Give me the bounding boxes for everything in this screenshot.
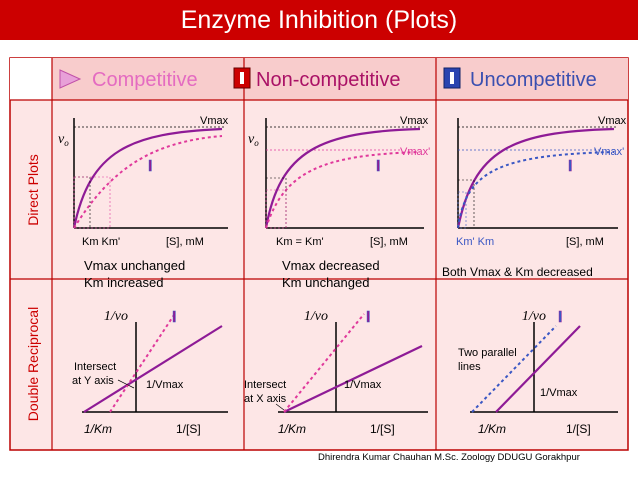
inhibitor-symbol: I [172,309,176,326]
note-competitive: Intersect [74,361,116,373]
recip-km-label: 1/Km [478,422,506,436]
recip-km-label: 1/Km [278,422,306,436]
svg-text:at X axis: at X axis [244,393,287,405]
km-label: Km' Km [456,236,494,248]
credit-line: Dhirendra Kumar Chauhan M.Sc. Zoology DD… [318,452,580,463]
summary-noncompetitive-line1: Vmax decreased [282,258,380,273]
header-competitive-label: Competitive [92,69,198,91]
header-row [52,58,628,100]
recip-vmax-label: 1/Vmax [344,379,382,391]
inhibited-curve [73,135,223,229]
uninhibited-line [283,345,423,413]
table-frame [9,57,629,451]
inhibition-table: Direct Plots Double Reciprocal Competiti… [9,57,629,451]
direct-plot-competitive: vo Vmax I Km Km' [S], mM [58,115,229,248]
vmax-label: Vmax [200,115,229,127]
note-noncompetitive: Intersect [244,379,286,391]
header-noncompetitive: Non-competitive [233,67,401,91]
inhibited-line [471,325,557,413]
reciprocal-plot-uncompetitive: 1/vo I Two parallel lines 1/Vmax 1/Km 1/… [458,309,618,436]
v0-label: vo [248,132,259,148]
v0-label: vo [58,132,69,148]
reciprocal-plot-competitive: 1/vo I Intersect at Y axis 1/Vmax 1/Km 1… [72,309,228,436]
summary-noncompetitive-line2: Km unchanged [282,275,369,290]
row-label-direct: Direct Plots [25,154,41,226]
km-label: Km = Km' [276,236,324,248]
km-label: Km Km' [82,236,120,248]
summary-competitive-line1: Vmax unchanged [84,258,185,273]
inv-v0-label: 1/vo [522,309,546,324]
header-competitive: Competitive [59,69,198,91]
s-axis-label: [S], mM [370,236,408,248]
svg-text:lines: lines [458,361,481,373]
inv-v0-label: 1/vo [304,309,328,324]
play-icon [59,69,82,89]
inhibitor-symbol: I [558,309,562,326]
header-uncompetitive-label: Uncompetitive [470,69,597,91]
recip-vmax-label: 1/Vmax [146,379,184,391]
s-axis-label: [S], mM [166,236,204,248]
reciprocal-plot-noncompetitive: 1/vo I Intersect at X axis 1/Vmax 1/Km 1… [244,309,428,436]
svg-text:at Y axis: at Y axis [72,375,114,387]
uninhibited-curve [264,127,421,229]
inhibited-curve [265,151,421,229]
header-noncompetitive-label: Non-competitive [256,69,401,91]
recip-s-label: 1/[S] [566,422,591,436]
inhibitor-symbol: I [366,309,370,326]
summary-competitive-line2: Km increased [84,275,163,290]
recip-s-label: 1/[S] [176,422,201,436]
uninhibited-line [83,325,223,413]
direct-plot-noncompetitive: vo Vmax Vmax' I Km = Km' [S], mM [248,115,430,248]
vmax-label: Vmax [400,115,429,127]
recip-km-label: 1/Km [84,422,112,436]
recip-vmax-label: 1/Vmax [540,387,578,399]
corner-cell [10,58,52,100]
uninhibited-curve [72,127,223,229]
inhibited-curve [457,151,615,229]
s-axis-label: [S], mM [566,236,604,248]
inv-v0-label: 1/vo [104,309,128,324]
inhibitor-symbol: I [148,158,152,175]
header-uncompetitive: Uncompetitive [443,67,597,91]
row-label-reciprocal: Double Reciprocal [25,307,41,421]
page-title: Enzyme Inhibition (Plots) [0,0,638,40]
summary-uncompetitive: Both Vmax & Km decreased [442,265,593,279]
inhibited-line [109,311,177,413]
recip-s-label: 1/[S] [370,422,395,436]
note-uncompetitive: Two parallel [458,347,517,359]
direct-plot-uncompetitive: Vmax Vmax' I Km' Km [S], mM [456,115,627,248]
inhibitor-symbol: I [568,158,572,175]
uninhibited-line [495,325,581,413]
vmax-label: Vmax [598,115,627,127]
inhibitor-symbol: I [376,158,380,175]
